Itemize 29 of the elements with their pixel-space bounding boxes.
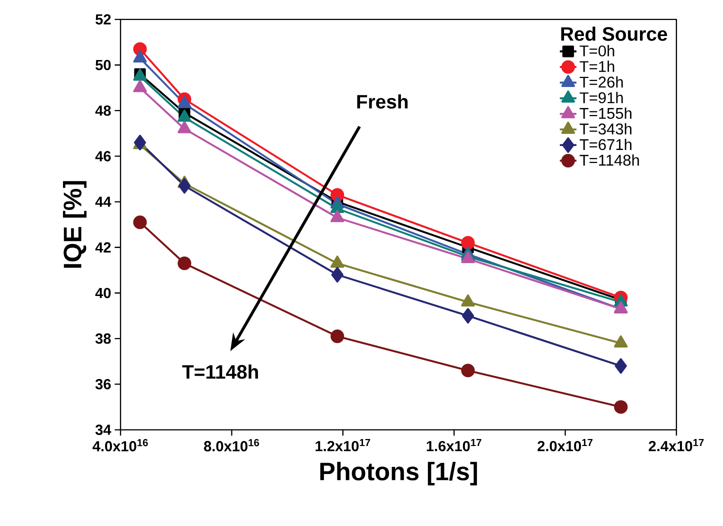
legend-label: T=155h (580, 108, 632, 119)
y-tick-label: 36 (95, 379, 111, 390)
legend-title: Red Source (561, 26, 668, 41)
x-tick-label: 4.0x10$^{16}$ (92, 439, 148, 452)
x-tick-label: 1.2x10$^{17}$ (316, 439, 370, 452)
legend-label: T=1148h (580, 154, 639, 166)
y-tick-label: 52 (96, 14, 111, 25)
y-tick-label: 38 (95, 334, 111, 344)
y-tick-label: 44 (95, 196, 112, 207)
y-tick-label: 42 (95, 242, 111, 253)
legend-label: T=671h (580, 138, 632, 150)
x-axis-title: Photons [1/s] (320, 462, 477, 486)
x-tick-label: 1.6x10$^{17}$ (426, 439, 482, 452)
y-tick-label: 46 (95, 151, 111, 162)
legend-label: T=1h (580, 60, 614, 72)
legend-label: T=0h (580, 45, 614, 57)
x-tick-label: 2.0x10$^{17}$ (538, 439, 592, 452)
legend-label: T=343h (580, 123, 632, 135)
annotation: T=1148h (182, 364, 258, 379)
x-tick-label: 8.0x10$^{16}$ (204, 439, 260, 452)
y-tick-label: 48 (95, 106, 111, 116)
y-axis-title: IQE [%] (62, 181, 86, 268)
y-tick-label: 40 (95, 288, 111, 298)
y-tick-label: 50 (96, 60, 111, 70)
x-tick-label: 2.4x10$^{17}$ (648, 439, 704, 452)
y-tick-label: 34 (95, 424, 112, 436)
legend-label: T=26h (580, 76, 623, 88)
legend-label: T=91h (580, 92, 623, 104)
annotation: Fresh (357, 94, 408, 109)
